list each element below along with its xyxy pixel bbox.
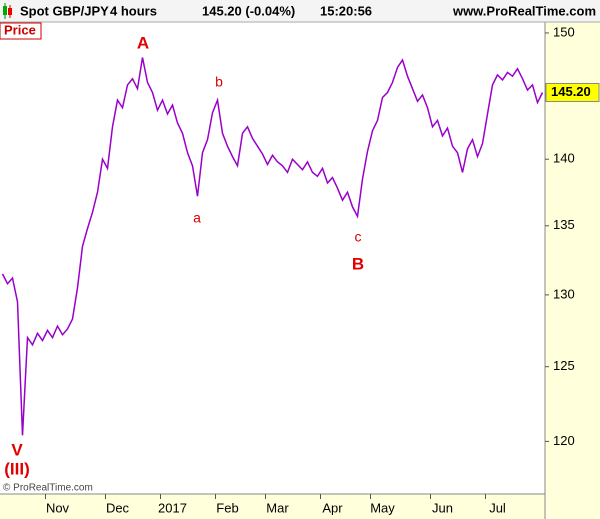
wave-label: b	[215, 74, 223, 90]
x-axis-panel	[0, 494, 545, 519]
wave-label: A	[137, 33, 149, 52]
last-price-box	[545, 82, 600, 102]
wave-label: c	[355, 229, 362, 245]
y-tick-label: 150	[553, 24, 575, 39]
x-tick-label: Nov	[46, 500, 70, 515]
series-label-box	[0, 22, 42, 40]
x-tick-label: 2017	[158, 500, 187, 515]
wave-label: a	[193, 210, 201, 226]
wave-label: (III)	[4, 459, 30, 478]
y-tick-label: 120	[553, 433, 575, 448]
y-tick-label: 125	[553, 358, 575, 373]
y-axis-panel	[545, 22, 600, 519]
x-tick-label: Mar	[266, 500, 289, 515]
x-tick-label: Feb	[216, 500, 238, 515]
x-tick-label: Jun	[432, 500, 453, 515]
x-tick-label: Dec	[106, 500, 130, 515]
price-line	[1, 57, 544, 436]
interval: 4 hours	[110, 3, 157, 18]
wave-label: B	[352, 254, 364, 273]
x-tick-label: Jul	[489, 500, 506, 515]
copyright: © ProRealTime.com	[3, 483, 93, 494]
wave-label: V	[11, 440, 23, 459]
series-label: Price	[4, 22, 36, 37]
y-tick-label: 130	[553, 286, 575, 301]
quote: 145.20 (-0.04%)	[202, 3, 295, 18]
header-bar	[0, 0, 600, 22]
title: Spot GBP/JPY	[20, 3, 109, 18]
y-tick-label: 135	[553, 217, 575, 232]
x-tick-label: May	[370, 500, 395, 515]
time: 15:20:56	[320, 3, 372, 18]
last-price-label: 145.20	[551, 84, 591, 99]
logo-icon	[3, 3, 12, 19]
x-tick-label: Apr	[322, 500, 343, 515]
y-tick-label: 140	[553, 151, 575, 166]
source: www.ProRealTime.com	[452, 3, 596, 18]
